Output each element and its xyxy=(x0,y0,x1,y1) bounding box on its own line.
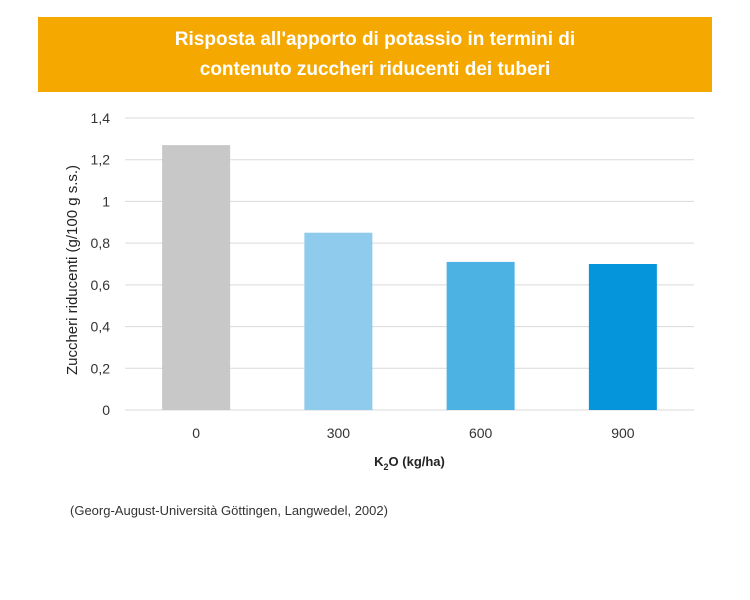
chart-title-line-1: Risposta all'apporto di potassio in term… xyxy=(174,28,576,50)
chart-title-line-2: contenuto zuccheri riducenti dei tuberi xyxy=(199,58,551,80)
bar xyxy=(162,145,231,410)
source-citation: (Georg-August-Università Göttingen, Lang… xyxy=(70,503,388,518)
x-axis-label: K2O (kg/ha) xyxy=(374,454,445,472)
chart-title-banner: Risposta all'apporto di potassio in term… xyxy=(38,17,712,92)
y-tick-label: 0,6 xyxy=(91,277,111,293)
y-axis-label: Zuccheri riducenti (g/100 g s.s.) xyxy=(64,165,81,375)
bar xyxy=(446,261,515,410)
y-tick-label: 1 xyxy=(102,193,110,209)
x-tick-label: 0 xyxy=(192,425,200,441)
x-tick-label: 600 xyxy=(469,425,493,441)
bar xyxy=(588,264,657,410)
y-tick-label: 1,2 xyxy=(91,152,111,168)
x-tick-label: 300 xyxy=(327,425,351,441)
y-tick-label: 1,4 xyxy=(91,110,111,126)
y-tick-label: 0 xyxy=(102,402,110,418)
x-tick-label: 900 xyxy=(611,425,635,441)
y-tick-label: 0,2 xyxy=(91,360,111,376)
bar xyxy=(304,232,373,410)
y-tick-label: 0,8 xyxy=(91,235,111,251)
y-tick-label: 0,4 xyxy=(91,319,111,335)
